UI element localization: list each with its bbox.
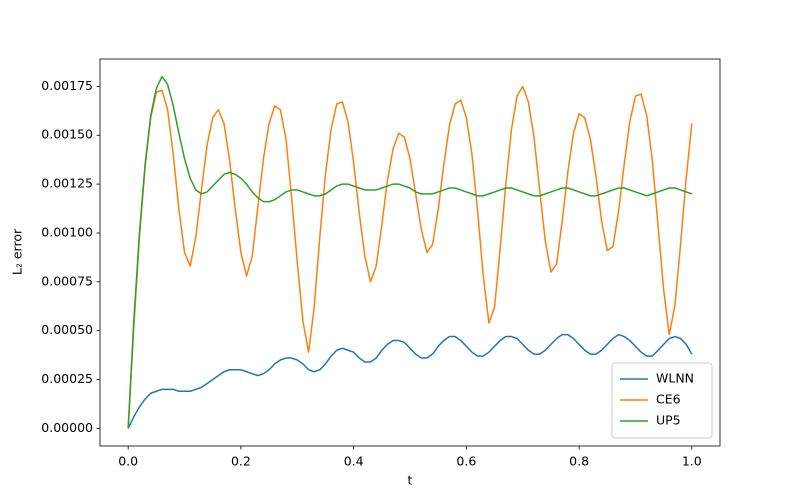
y-tick-label: 0.00175 — [41, 78, 93, 93]
y-tick-label: 0.00100 — [41, 224, 93, 239]
x-tick-label: 0.2 — [231, 454, 251, 469]
x-tick-label: 0.0 — [118, 454, 138, 469]
legend: WLNN CE6 UP5 — [611, 362, 713, 439]
x-axis-label: t — [408, 473, 413, 488]
y-tick-label: 0.00000 — [41, 420, 93, 435]
y-tick-label: 0.00125 — [41, 176, 93, 191]
legend-label: WLNN — [656, 371, 694, 386]
series-line — [127, 75, 693, 429]
y-axis-label: L₂ error — [10, 228, 25, 275]
legend-label: UP5 — [656, 413, 681, 428]
x-tick-label: 0.6 — [456, 454, 476, 469]
x-tick-label: 0.4 — [344, 454, 364, 469]
plot-frame — [99, 58, 721, 447]
series-line — [127, 333, 693, 429]
y-tick-label: 0.00150 — [41, 127, 93, 142]
legend-box — [611, 362, 713, 439]
y-tick-label: 0.00075 — [41, 273, 93, 288]
y-tick-label: 0.00025 — [41, 371, 93, 386]
x-tick-label: 0.8 — [569, 454, 589, 469]
x-tick-label: 1.0 — [682, 454, 702, 469]
legend-label: CE6 — [656, 392, 681, 407]
series-line — [127, 85, 693, 429]
y-tick-label: 0.00050 — [41, 322, 93, 337]
